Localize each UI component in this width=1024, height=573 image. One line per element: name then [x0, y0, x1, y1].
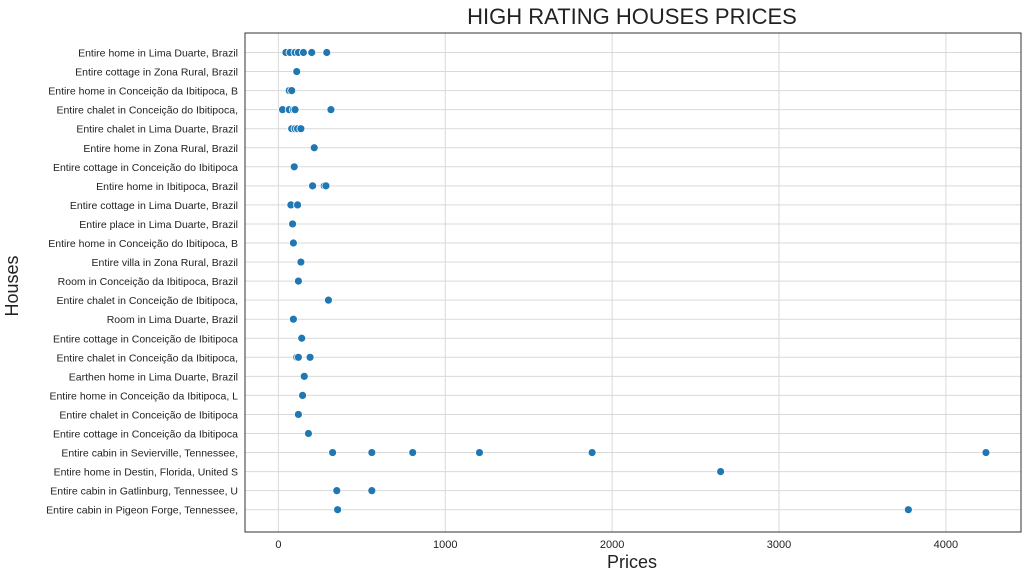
plot-frame	[244, 32, 1022, 533]
y-tick-label: Entire chalet in Conceição do Ibitipoca,	[56, 105, 238, 117]
data-point	[308, 181, 317, 191]
data-point	[304, 429, 313, 438]
data-point	[294, 352, 303, 362]
y-tick-label: Entire chalet in Conceição da Ibitipoca,	[56, 352, 238, 364]
data-point	[333, 505, 343, 515]
data-points	[278, 48, 991, 515]
data-point	[297, 333, 307, 343]
y-tick-label: Entire cottage in Conceição da Ibitipoca	[53, 429, 238, 441]
y-tick-label: Entire cabin in Gatlinburg, Tennessee, U	[50, 486, 238, 498]
y-tick-label: Entire home in Destin, Florida, United S	[54, 467, 238, 479]
data-point	[475, 448, 484, 457]
grid-layer	[245, 33, 1021, 532]
data-point	[367, 448, 377, 457]
y-tick-label: Entire home in Lima Duarte, Brazil	[78, 48, 238, 60]
y-tick-label: Entire villa in Zona Rural, Brazil	[92, 257, 238, 269]
y-tick-label: Entire chalet in Conceição de Ibitipoca,	[56, 295, 238, 307]
x-axis-label: Prices	[607, 552, 657, 572]
data-point	[299, 371, 309, 381]
y-tick-label: Entire home in Conceição da Ibitipoca, B	[48, 86, 238, 98]
y-tick-label: Entire home in Conceição do Ibitipoca, B	[48, 238, 238, 250]
data-point	[321, 181, 331, 191]
data-point	[289, 162, 299, 172]
data-point	[294, 276, 303, 286]
y-tick-label: Entire cottage in Conceição de Ibitipoca	[53, 333, 238, 345]
y-axis-label: Houses	[2, 255, 22, 316]
data-point	[290, 105, 300, 115]
data-point	[324, 295, 333, 305]
data-point	[299, 48, 308, 57]
y-tick-label: Entire chalet in Conceição de Ibitipoca	[59, 409, 238, 421]
y-tick-label: Entire chalet in Lima Duarte, Brazil	[76, 124, 238, 136]
data-point	[287, 86, 297, 95]
y-tick-label: Entire home in Ibitipoca, Brazil	[96, 181, 238, 193]
y-tick-label: Entire cabin in Pigeon Forge, Tennessee,	[46, 505, 238, 517]
data-point	[716, 467, 726, 477]
x-tick-label: 3000	[767, 539, 791, 551]
data-point	[288, 219, 297, 229]
data-point	[298, 390, 307, 400]
y-tick-label: Room in Lima Duarte, Brazil	[107, 314, 238, 326]
data-point	[307, 48, 317, 57]
y-tick-label: Entire cottage in Conceição do Ibitipoca	[53, 162, 238, 174]
x-tick-labels: 0 1000 2000 3000 4000	[275, 539, 958, 551]
y-tick-label: Entire home in Conceição da Ibitipoca, L	[49, 390, 238, 402]
x-tick-label: 2000	[600, 539, 624, 551]
data-point	[305, 352, 315, 362]
data-point	[288, 238, 298, 248]
data-point	[326, 105, 336, 115]
data-point	[292, 67, 302, 76]
y-tick-label: Entire cabin in Sevierville, Tennessee,	[61, 448, 238, 460]
data-point	[294, 410, 303, 419]
data-point	[288, 314, 298, 324]
data-point	[903, 505, 913, 515]
data-point	[322, 48, 332, 57]
y-tick-label: Room in Conceição da Ibitipoca, Brazil	[58, 276, 238, 288]
data-point	[328, 448, 338, 457]
data-point	[296, 124, 306, 134]
y-tick-label: Earthen home in Lima Duarte, Brazil	[69, 371, 238, 383]
data-point	[587, 448, 597, 457]
data-point	[408, 448, 418, 457]
data-point	[367, 486, 377, 496]
data-point	[296, 257, 306, 267]
x-tick-label: 4000	[934, 539, 958, 551]
y-tick-label: Entire place in Lima Duarte, Brazil	[79, 219, 238, 231]
data-point	[309, 143, 319, 153]
y-tick-label: Entire cottage in Zona Rural, Brazil	[75, 67, 238, 79]
y-tick-labels: Entire home in Lima Duarte, Brazil Entire…	[46, 48, 238, 517]
data-point	[293, 200, 302, 210]
x-tick-label: 0	[275, 539, 281, 551]
data-point	[981, 448, 991, 457]
x-tick-label: 1000	[433, 539, 457, 551]
y-tick-label: Entire cottage in Lima Duarte, Brazil	[70, 200, 238, 212]
data-point	[332, 486, 342, 496]
chart-title: HIGH RATING HOUSES PRICES	[467, 4, 797, 29]
y-tick-label: Entire home in Zona Rural, Brazil	[83, 143, 238, 155]
